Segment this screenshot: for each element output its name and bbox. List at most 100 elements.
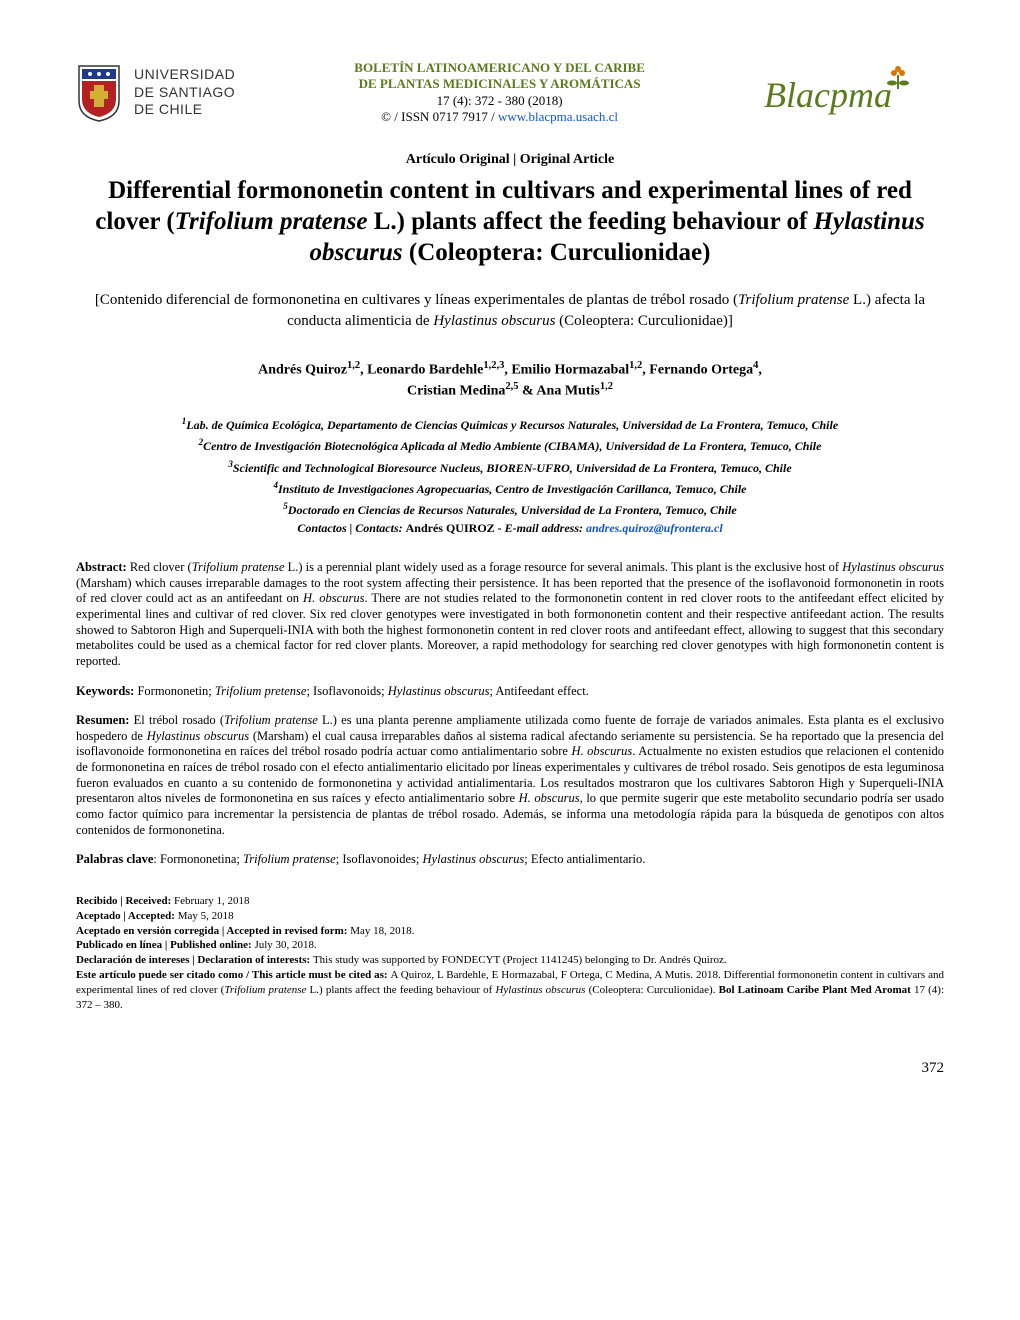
accepted-line: Aceptado | Accepted: May 5, 2018 [76, 909, 944, 924]
journal-name: BOLETÍN LATINOAMERICANO Y DEL CARIBE [354, 60, 645, 76]
author-5-sup: 2,5 [505, 381, 518, 392]
uni-line-3: DE CHILE [134, 101, 235, 119]
contacts-email-link[interactable]: andres.quiroz@ufrontera.cl [586, 521, 723, 535]
uni-line-2: DE SANTIAGO [134, 84, 235, 102]
university-shield-icon [76, 63, 122, 123]
accepted-date: May 5, 2018 [178, 910, 234, 922]
keywords-es-p1: : Formononetina; [153, 852, 243, 866]
title-italic-1: Trifolium pratense [175, 208, 368, 235]
abstract-es-label: Resumen: [76, 713, 134, 727]
keywords-es-i1: Trifolium pratense [243, 852, 336, 866]
keywords-en-p2: ; Isoflavonoids; [306, 684, 387, 698]
affiliation-5: 5Doctorado en Ciencias de Recursos Natur… [76, 500, 944, 518]
author-2-sup: 1,2,3 [483, 360, 504, 371]
keywords-en-p3: ; Antifeedant effect. [489, 684, 588, 698]
contacts-name: Andrés QUIROZ [406, 521, 495, 535]
published-date: July 30, 2018. [254, 939, 316, 951]
received-label: Recibido | Received: [76, 895, 174, 907]
author-1: Andrés Quiroz [258, 362, 347, 377]
subtitle-es-p1: [Contenido diferencial de formononetina … [95, 292, 738, 308]
author-6-sup: 1,2 [600, 381, 613, 392]
abstract-spanish: Resumen: El trébol rosado (Trifolium pra… [76, 713, 944, 838]
author-6: & Ana Mutis [519, 384, 600, 399]
keywords-en-i2: Hylastinus obscurus [388, 684, 490, 698]
citation-p3: (Coleoptera: Curculionidae). [585, 984, 718, 996]
abstract-es-p1: El trébol rosado ( [134, 713, 224, 727]
citation-journal: Bol Latinoam Caribe Plant Med Aromat [719, 984, 911, 996]
received-date: February 1, 2018 [174, 895, 249, 907]
author-2: , Leonardo Bardehle [360, 362, 483, 377]
citation-label: Este artículo puede ser citado como / Th… [76, 969, 391, 981]
author-4: , Fernando Ortega [642, 362, 753, 377]
author-comma: , [758, 362, 762, 377]
keywords-en-label: Keywords: [76, 684, 137, 698]
subtitle-es-i2: Hylastinus obscurus [433, 313, 555, 329]
keywords-es-label: Palabras clave [76, 852, 153, 866]
contacts-line: Contactos | Contacts: Andrés QUIROZ - E-… [76, 521, 944, 536]
affiliation-1: 1Lab. de Química Ecológica, Departamento… [76, 415, 944, 433]
abstract-en-p2: L.) is a perennial plant widely used as … [284, 560, 842, 574]
article-type: Artículo Original | Original Article [76, 151, 944, 169]
blacpma-logo-text: Blacpma [764, 75, 892, 115]
title-part-3: (Coleoptera: Curculionidae) [403, 239, 711, 266]
affiliation-2: 2Centro de Investigación Biotecnológica … [76, 436, 944, 454]
abstract-en-p1: Red clover ( [130, 560, 192, 574]
abstract-en-i3: H. obscurus [303, 591, 364, 605]
article-title: Differential formononetin content in cul… [76, 175, 944, 269]
abstract-es-i3: H. obscurus [571, 744, 632, 758]
revised-label: Aceptado en versión corregida | Accepted… [76, 925, 350, 937]
abstract-es-i1: Trifolium pratense [224, 713, 318, 727]
declaration-label: Declaración de intereses | Declaration o… [76, 954, 313, 966]
revised-date: May 18, 2018. [350, 925, 414, 937]
page-number: 372 [76, 1059, 944, 1078]
affiliation-3: 3Scientific and Technological Bioresourc… [76, 458, 944, 476]
author-3: , Emilio Hormazabal [504, 362, 629, 377]
citation-i2: Hylastinus obscurus [495, 984, 585, 996]
declaration-text: This study was supported by FONDECYT (Pr… [313, 954, 727, 966]
author-5: Cristian Medina [407, 384, 505, 399]
citation-i1: Trifolium pratense [224, 984, 306, 996]
abstract-en-i2: Hylastinus obscurus [842, 560, 944, 574]
abstract-english: Abstract: Red clover (Trifolium pratense… [76, 560, 944, 669]
published-label: Publicado en línea | Published online: [76, 939, 254, 951]
contacts-label: Contactos | Contacts: [297, 521, 405, 535]
title-part-2: L.) plants affect the feeding behaviour … [368, 208, 814, 235]
authors: Andrés Quiroz1,2, Leonardo Bardehle1,2,3… [76, 359, 944, 402]
author-1-sup: 1,2 [347, 360, 360, 371]
journal-url-link[interactable]: www.blacpma.usach.cl [498, 109, 618, 124]
keywords-es-p2: ; Isoflavonoides; [336, 852, 423, 866]
contacts-sep: - E-mail address: [495, 521, 586, 535]
revised-line: Aceptado en versión corregida | Accepted… [76, 924, 944, 939]
keywords-es-p3: ; Efecto antialimentario. [524, 852, 645, 866]
university-name: UNIVERSIDAD DE SANTIAGO DE CHILE [134, 66, 235, 119]
journal-subtitle: DE PLANTAS MEDICINALES Y AROMÁTICAS [354, 76, 645, 92]
university-block: UNIVERSIDAD DE SANTIAGO DE CHILE [76, 63, 235, 123]
subtitle-es-p3: (Coleoptera: Curculionidae)] [555, 313, 732, 329]
citation-line: Este artículo puede ser citado como / Th… [76, 968, 944, 1013]
journal-issn-line: © / ISSN 0717 7917 / www.blacpma.usach.c… [354, 109, 645, 125]
published-line: Publicado en línea | Published online: J… [76, 938, 944, 953]
journal-header: BOLETÍN LATINOAMERICANO Y DEL CARIBE DE … [354, 60, 645, 125]
keywords-en-i1: Trifolium pretense [215, 684, 307, 698]
affiliation-4: 4Instituto de Investigaciones Agropecuar… [76, 479, 944, 497]
journal-issn: © / ISSN 0717 7917 / [381, 109, 498, 124]
blacpma-logo-icon: Blacpma [764, 63, 944, 123]
affiliations-block: 1Lab. de Química Ecológica, Departamento… [76, 415, 944, 536]
journal-issue: 17 (4): 372 - 380 (2018) [354, 93, 645, 109]
metadata-block: Recibido | Received: February 1, 2018 Ac… [76, 894, 944, 1013]
abstract-es-i4: H. obscurus [519, 791, 580, 805]
blacpma-logo: Blacpma [764, 63, 944, 123]
abstract-es-i2: Hylastinus obscurus [147, 729, 249, 743]
subtitle-es-i1: Trifolium pratense [738, 292, 849, 308]
keywords-english: Keywords: Formononetin; Trifolium preten… [76, 684, 944, 700]
abstract-en-label: Abstract: [76, 560, 130, 574]
keywords-spanish: Palabras clave: Formononetina; Trifolium… [76, 852, 944, 868]
citation-p2: L.) plants affect the feeding behaviour … [306, 984, 495, 996]
accepted-label: Aceptado | Accepted: [76, 910, 178, 922]
keywords-es-i2: Hylastinus obscurus [423, 852, 525, 866]
subtitle-spanish: [Contenido diferencial de formononetina … [76, 290, 944, 331]
header-row: UNIVERSIDAD DE SANTIAGO DE CHILE BOLETÍN… [76, 60, 944, 125]
keywords-en-p1: Formononetin; [137, 684, 214, 698]
declaration-line: Declaración de intereses | Declaration o… [76, 953, 944, 968]
received-line: Recibido | Received: February 1, 2018 [76, 894, 944, 909]
